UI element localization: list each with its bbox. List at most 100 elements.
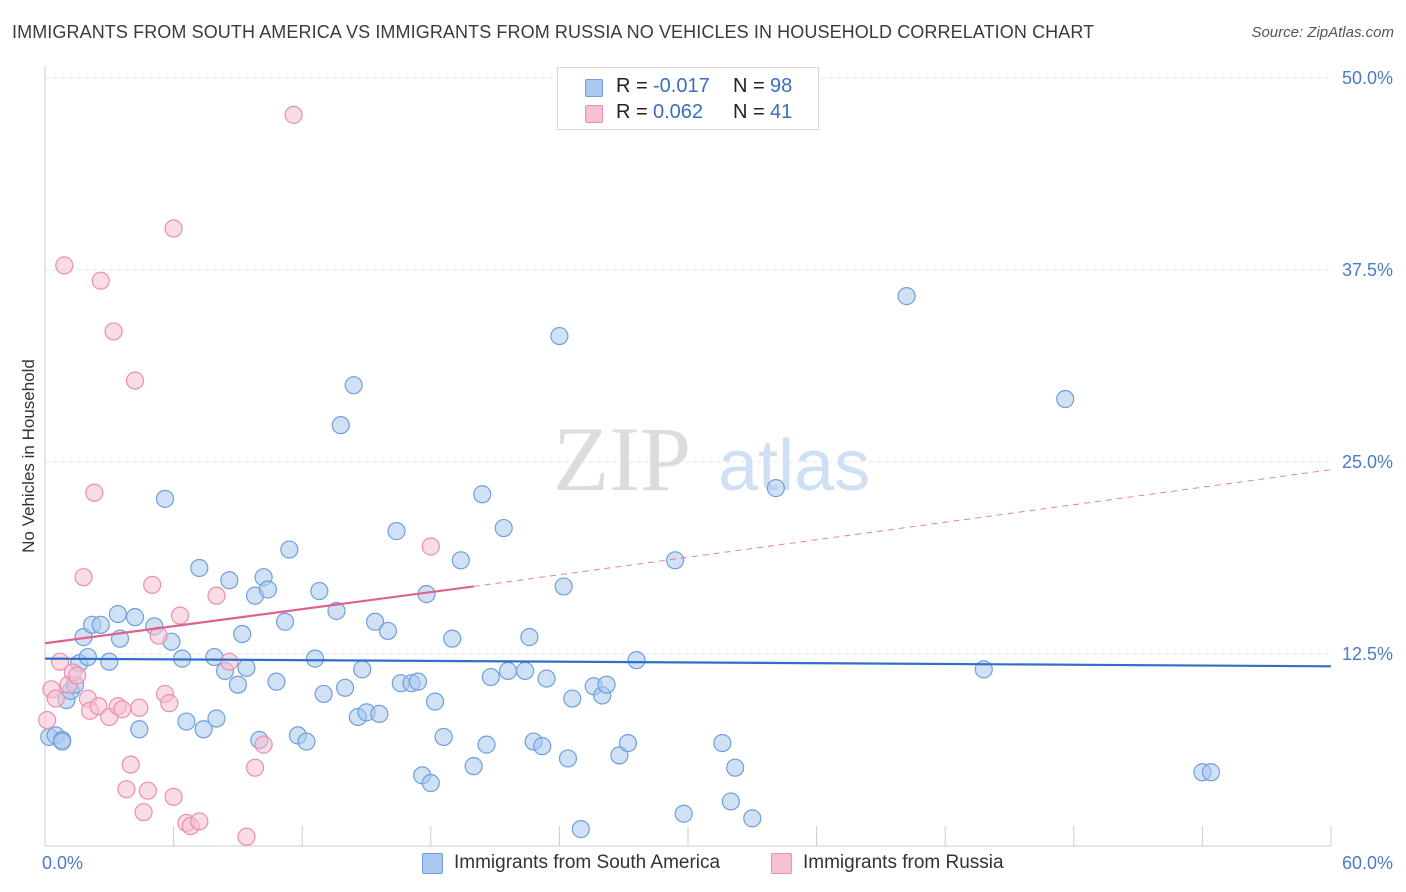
legend-n-value: 98 xyxy=(770,75,793,97)
legend-n-label: N = xyxy=(733,75,765,97)
data-point xyxy=(143,575,162,594)
data-point xyxy=(108,604,127,624)
data-point xyxy=(275,612,295,631)
data-point xyxy=(516,661,535,680)
chart-title: IMMIGRANTS FROM SOUTH AMERICA VS IMMIGRA… xyxy=(12,22,1095,42)
data-point xyxy=(897,287,916,306)
data-point xyxy=(130,698,149,717)
data-point xyxy=(117,780,136,799)
y-tick-label: 50.0% xyxy=(1342,68,1393,88)
data-point xyxy=(220,571,239,590)
data-point xyxy=(434,727,453,747)
data-point xyxy=(610,746,629,765)
data-point xyxy=(421,537,440,556)
watermark-zip: ZIP xyxy=(553,408,691,510)
data-point xyxy=(550,326,569,346)
data-point xyxy=(494,518,513,538)
data-point xyxy=(726,758,745,777)
data-point xyxy=(425,692,445,711)
data-point xyxy=(228,675,247,694)
data-point xyxy=(138,781,157,800)
data-point xyxy=(113,700,132,719)
data-point xyxy=(477,735,496,754)
data-point xyxy=(134,803,153,822)
data-point xyxy=(597,675,616,694)
y-tick-label: 25.0% xyxy=(1342,452,1393,472)
y-axis-label: No Vehicles in Household xyxy=(19,359,38,553)
data-point xyxy=(408,672,428,691)
data-point xyxy=(421,773,440,793)
data-point xyxy=(38,710,57,730)
data-point xyxy=(233,624,252,644)
data-point xyxy=(464,757,483,776)
data-point xyxy=(284,105,303,124)
trend-lines xyxy=(44,469,1332,668)
data-point xyxy=(713,733,732,753)
data-point xyxy=(237,827,256,846)
data-point xyxy=(121,755,140,774)
data-point xyxy=(721,792,740,811)
data-point xyxy=(498,661,518,680)
data-point xyxy=(190,812,209,831)
data-point xyxy=(190,558,209,578)
data-point xyxy=(130,720,149,739)
legend-swatch-russia xyxy=(585,105,603,123)
y-tick-label: 12.5% xyxy=(1342,644,1393,664)
data-point xyxy=(170,606,190,625)
data-point xyxy=(310,581,329,601)
bottom-legend-label: Immigrants from Russia xyxy=(803,852,1004,873)
legend-swatch-south-america xyxy=(585,79,603,97)
data-point xyxy=(473,485,492,504)
data-point xyxy=(91,271,110,290)
data-point xyxy=(451,551,470,570)
data-point xyxy=(280,540,299,559)
data-point xyxy=(370,704,389,724)
legend-n-label: N = xyxy=(733,101,765,123)
trend-line-russia-extension xyxy=(473,469,1332,587)
data-point xyxy=(674,804,693,823)
data-point xyxy=(125,371,145,390)
legend-r-value: 0.062 xyxy=(653,101,704,123)
data-point xyxy=(89,697,108,716)
data-point xyxy=(1201,763,1221,782)
data-point xyxy=(481,667,500,687)
data-point xyxy=(160,694,179,713)
data-point xyxy=(91,615,110,634)
data-point xyxy=(55,256,74,275)
bottom-legend-swatch-south-america xyxy=(422,853,443,874)
data-point xyxy=(743,809,762,828)
data-point xyxy=(537,669,556,688)
data-point xyxy=(331,416,350,435)
data-point xyxy=(1056,389,1075,409)
data-point xyxy=(443,629,462,648)
data-point xyxy=(387,522,406,541)
data-point xyxy=(558,749,578,768)
data-point xyxy=(627,651,646,670)
data-point xyxy=(533,737,552,756)
data-point xyxy=(207,586,226,605)
source-credit: Source: ZipAtlas.com xyxy=(1251,24,1394,41)
data-point xyxy=(155,489,175,508)
watermark-atlas: atlas xyxy=(718,426,870,506)
data-point xyxy=(85,483,104,502)
data-point xyxy=(327,601,346,621)
data-point xyxy=(104,322,123,341)
series-south-america xyxy=(40,287,1221,839)
data-point xyxy=(571,820,590,839)
data-point xyxy=(666,551,685,570)
trend-line-south-america xyxy=(44,657,1332,668)
data-point xyxy=(220,652,239,671)
data-point xyxy=(205,647,224,667)
x-tick-label: 0.0% xyxy=(42,853,83,873)
data-point xyxy=(245,758,265,777)
data-point xyxy=(100,652,119,671)
data-point xyxy=(520,628,539,647)
data-point xyxy=(68,666,87,685)
legend-n-value: 41 xyxy=(770,101,793,123)
data-point xyxy=(344,376,363,395)
grid-lines xyxy=(45,77,1331,655)
data-point xyxy=(258,580,278,599)
data-point xyxy=(554,577,573,596)
data-point xyxy=(177,712,196,731)
data-point xyxy=(164,787,183,806)
